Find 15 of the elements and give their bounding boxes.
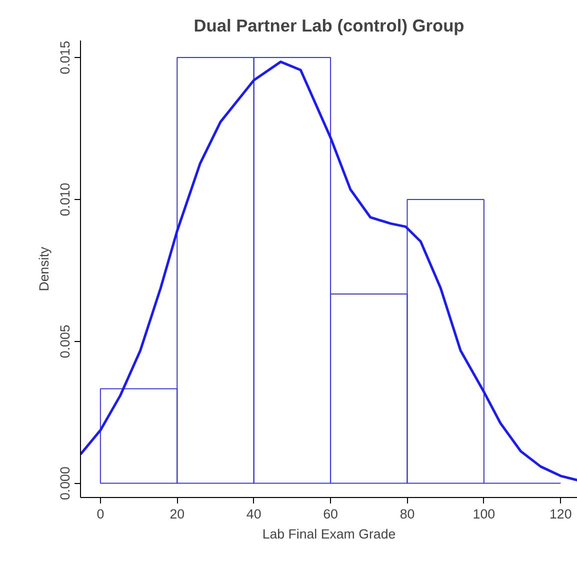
x-tick-label: 120 [550, 506, 572, 522]
y-axis-title: Density [36, 246, 52, 292]
x-tick-label: 0 [96, 506, 104, 522]
x-tick-label: 60 [323, 506, 338, 522]
y-tick-label: 0.015 [58, 40, 72, 74]
y-tick-label: 0.000 [58, 466, 72, 500]
x-axis-title: Lab Final Exam Grade [262, 526, 396, 542]
line-series [80, 60, 577, 482]
y-tick-label: 0.010 [58, 182, 72, 216]
x-tick-label: 80 [400, 506, 415, 522]
x-tick-label: 20 [170, 506, 185, 522]
x-tick-label: 40 [246, 506, 262, 522]
chart-title: Dual Partner Lab (control) Group [194, 16, 464, 36]
y-tick-label: 0.005 [58, 324, 72, 358]
x-tick-label: 100 [472, 506, 496, 522]
